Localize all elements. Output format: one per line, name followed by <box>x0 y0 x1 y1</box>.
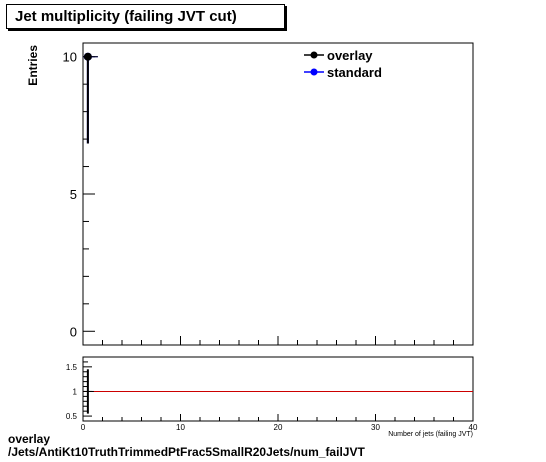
x-tick-label: 20 <box>274 423 283 432</box>
footer-line-2: /Jets/AntiKt10TruthTrimmedPtFrac5SmallR2… <box>8 445 365 459</box>
x-tick-label: 10 <box>176 423 185 432</box>
x-tick-label: 40 <box>469 423 478 432</box>
chart-title: Jet multiplicity (failing JVT cut) <box>15 8 237 25</box>
main-plot-frame <box>82 42 474 346</box>
y-axis-label: Entries <box>26 45 40 86</box>
footer-caption: overlay /Jets/AntiKt10TruthTrimmedPtFrac… <box>8 433 365 459</box>
legend-marker-overlay <box>310 51 318 59</box>
data-point-overlay <box>83 52 92 61</box>
ratio-y-tick-label: 1.5 <box>66 363 78 372</box>
ratio-y-tick-label: 1 <box>73 387 78 396</box>
footer-line-1: overlay <box>8 432 51 446</box>
legend-marker-standard <box>310 68 318 76</box>
x-tick-label: 30 <box>371 423 380 432</box>
x-axis-label: Number of jets (failing JVT) <box>388 431 473 438</box>
y-tick-label: 10 <box>63 50 77 65</box>
ratio-plot-frame <box>82 356 474 422</box>
legend-label-overlay: overlay <box>327 48 373 63</box>
main-plot-panel: 0 5 10 Entries overlay standard <box>26 42 474 346</box>
legend-label-standard: standard <box>327 65 382 80</box>
ratio-y-tick-label: 0.5 <box>66 412 78 421</box>
y-tick-label: 0 <box>70 324 77 339</box>
x-tick-label: 0 <box>81 423 86 432</box>
chart-title-box: Jet multiplicity (failing JVT cut) <box>6 4 285 29</box>
y-tick-label: 5 <box>70 187 77 202</box>
